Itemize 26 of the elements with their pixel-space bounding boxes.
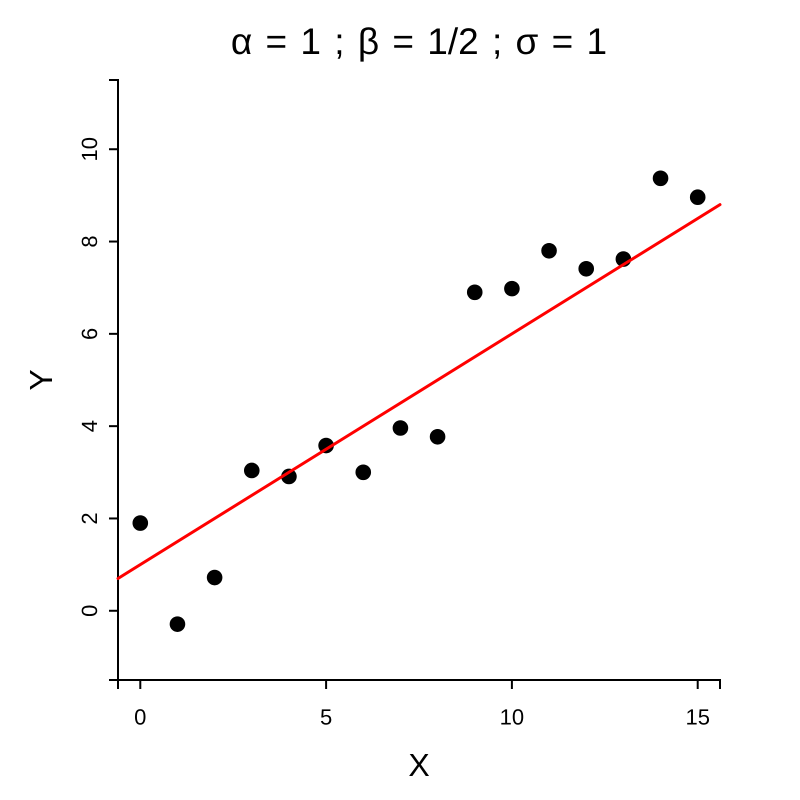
y-tick-label: 0	[77, 604, 102, 617]
point	[541, 242, 557, 259]
chart-title: α = 1 ; β = 1/2 ; σ = 1	[230, 21, 608, 62]
point	[170, 616, 186, 632]
x-tick-label: 10	[500, 704, 524, 730]
point	[206, 570, 222, 586]
x-tick-label: 5	[320, 704, 332, 730]
x-tick-label: 15	[685, 704, 710, 730]
y-tick-label: 8	[77, 235, 102, 248]
y-tick-label: 6	[77, 328, 102, 340]
y-tick-label: 2	[77, 512, 102, 525]
point	[652, 170, 668, 186]
point	[392, 420, 408, 436]
y-tick-label: 10	[77, 136, 102, 162]
point	[578, 260, 594, 277]
point	[430, 428, 446, 445]
point	[355, 464, 372, 480]
point	[132, 515, 148, 531]
x-tick-label: 0	[134, 704, 146, 730]
point	[504, 280, 520, 296]
y-tick-label: 4	[77, 420, 102, 432]
point	[244, 462, 260, 478]
y-axis-title: Y	[23, 369, 59, 391]
point	[466, 284, 483, 300]
point	[690, 189, 706, 206]
x-axis-title: X	[408, 747, 430, 783]
